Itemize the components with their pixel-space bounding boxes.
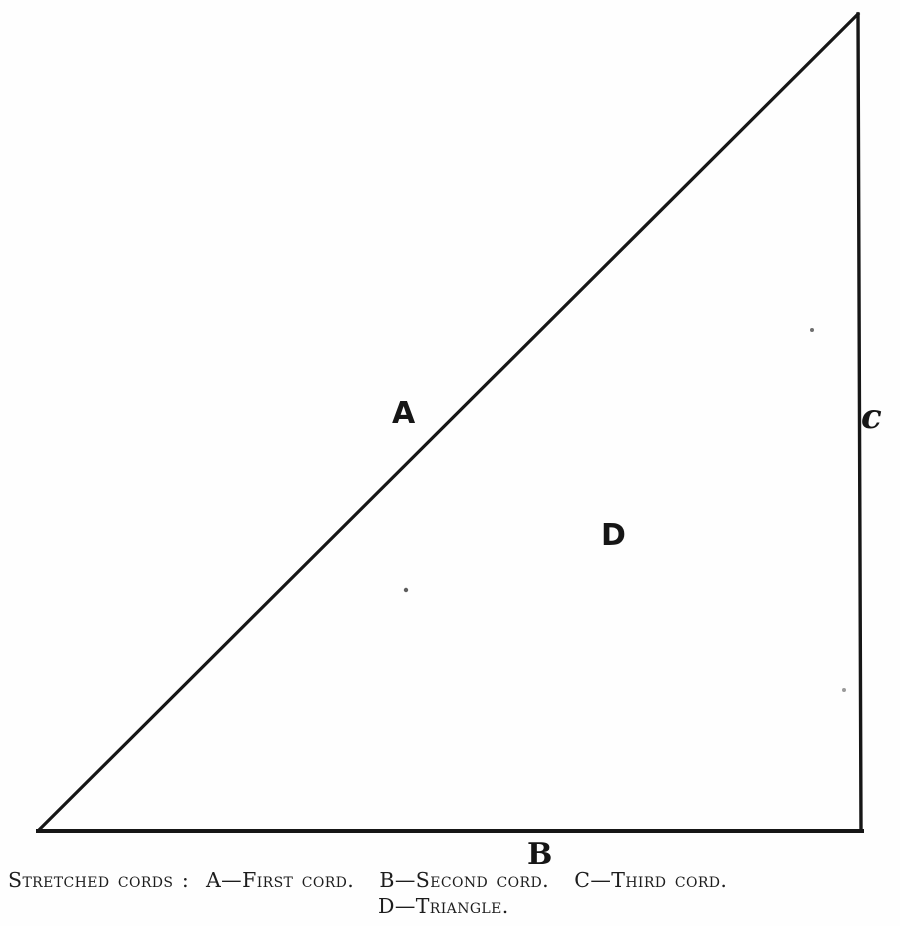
label-cord-a: A <box>392 396 416 431</box>
label-triangle-d: D <box>601 518 626 553</box>
label-cord-b: B <box>527 837 553 872</box>
cord-a-hypotenuse-line <box>36 11 861 833</box>
print-artifact-dot <box>842 688 846 692</box>
caption-line-1: Stretched cords : A—First cord. B—Second… <box>8 868 728 892</box>
print-artifact-dot <box>403 587 409 593</box>
caption-line-2: D—Triangle. <box>378 894 509 918</box>
cord-c-vertical-line <box>856 12 863 833</box>
print-artifact-dot <box>810 328 814 332</box>
label-cord-c: c <box>861 397 882 437</box>
